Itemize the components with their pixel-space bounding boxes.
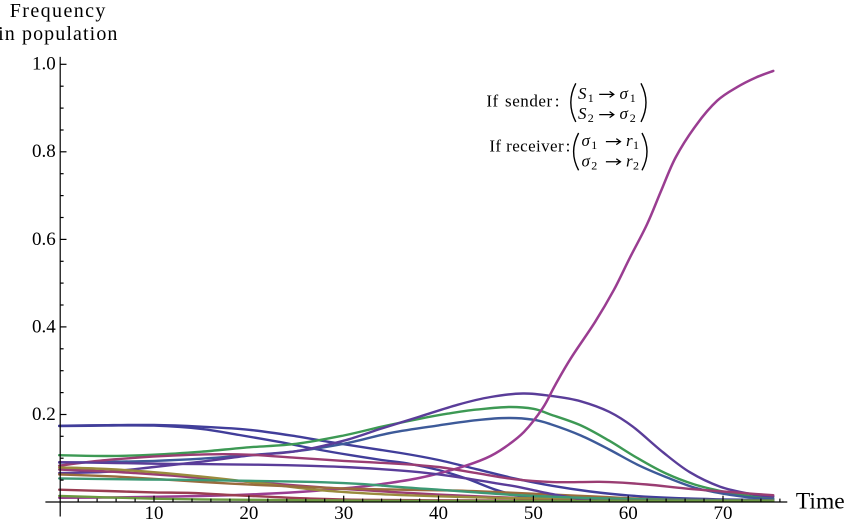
svg-text:0.4: 0.4: [32, 316, 56, 337]
svg-text:σ: σ: [620, 104, 629, 123]
svg-text:1: 1: [633, 138, 639, 152]
svg-text:2: 2: [588, 111, 594, 125]
svg-text:σ: σ: [620, 84, 629, 103]
svg-text:Frequency: Frequency: [10, 0, 107, 22]
svg-text:S: S: [578, 104, 587, 123]
svg-text:S: S: [578, 84, 587, 103]
svg-text:σ: σ: [582, 151, 591, 170]
svg-text:0.2: 0.2: [32, 404, 56, 425]
svg-text:1: 1: [588, 91, 594, 105]
svg-text:1.0: 1.0: [32, 54, 56, 75]
svg-text:σ: σ: [582, 131, 591, 150]
svg-text:If receiver:: If receiver:: [489, 137, 570, 156]
svg-text:0.6: 0.6: [32, 229, 56, 250]
svg-text:30: 30: [334, 503, 353, 524]
svg-text:1: 1: [630, 91, 636, 105]
svg-text:70: 70: [714, 503, 733, 524]
svg-text:in population: in population: [0, 23, 119, 45]
svg-text:0.8: 0.8: [32, 141, 56, 162]
svg-text:1: 1: [591, 138, 597, 152]
svg-text:50: 50: [524, 503, 543, 524]
svg-text:2: 2: [630, 111, 636, 125]
svg-text:10: 10: [145, 503, 164, 524]
svg-text:Time: Time: [796, 489, 845, 515]
svg-text:r: r: [626, 131, 633, 150]
svg-text:2: 2: [633, 158, 639, 172]
svg-text:2: 2: [591, 158, 597, 172]
svg-text:40: 40: [429, 503, 448, 524]
svg-text:60: 60: [619, 503, 638, 524]
svg-text:r: r: [626, 151, 633, 170]
svg-text:If sender:: If sender:: [486, 92, 560, 111]
svg-text:20: 20: [239, 503, 258, 524]
